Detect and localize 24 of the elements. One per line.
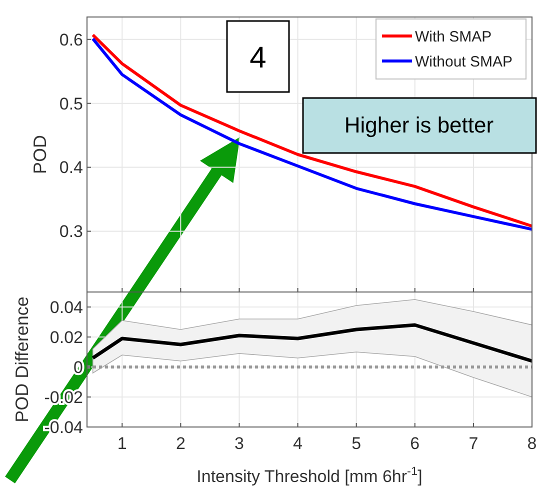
x-tick-label: 1 [117,434,127,453]
x-tick-label: 5 [352,434,362,453]
note-box: 4 [226,20,290,93]
legend-label: With SMAP [415,28,492,46]
x-axis-title: Intensity Threshold [mm 6hr$^{-1}$] [196,464,422,486]
x-tick-label: 6 [410,434,420,453]
y-tick-label: 0.5 [59,94,83,114]
note-box: Higher is better [302,97,537,154]
x-tick-label: 3 [234,434,244,453]
y-tick-label: 0.4 [59,158,83,178]
x-tick-label: 2 [176,434,186,453]
y-tick-label: 0.04 [50,298,83,317]
y-tick-label: 0.02 [50,328,83,347]
x-tick-label: 4 [293,434,303,453]
x-tick-label: 7 [468,434,478,453]
legend-label: Without SMAP [415,53,513,70]
y-tick-label: 0.3 [59,222,83,242]
x-tick-label: 8 [527,434,537,453]
line-series [91,323,534,363]
y-tick-label: 0.6 [59,30,83,50]
annotation: Higher is better [344,112,494,138]
annotation: 4 [250,42,266,74]
y-axis-title: POD Difference [12,296,32,422]
y-axis-title: POD [30,134,50,174]
